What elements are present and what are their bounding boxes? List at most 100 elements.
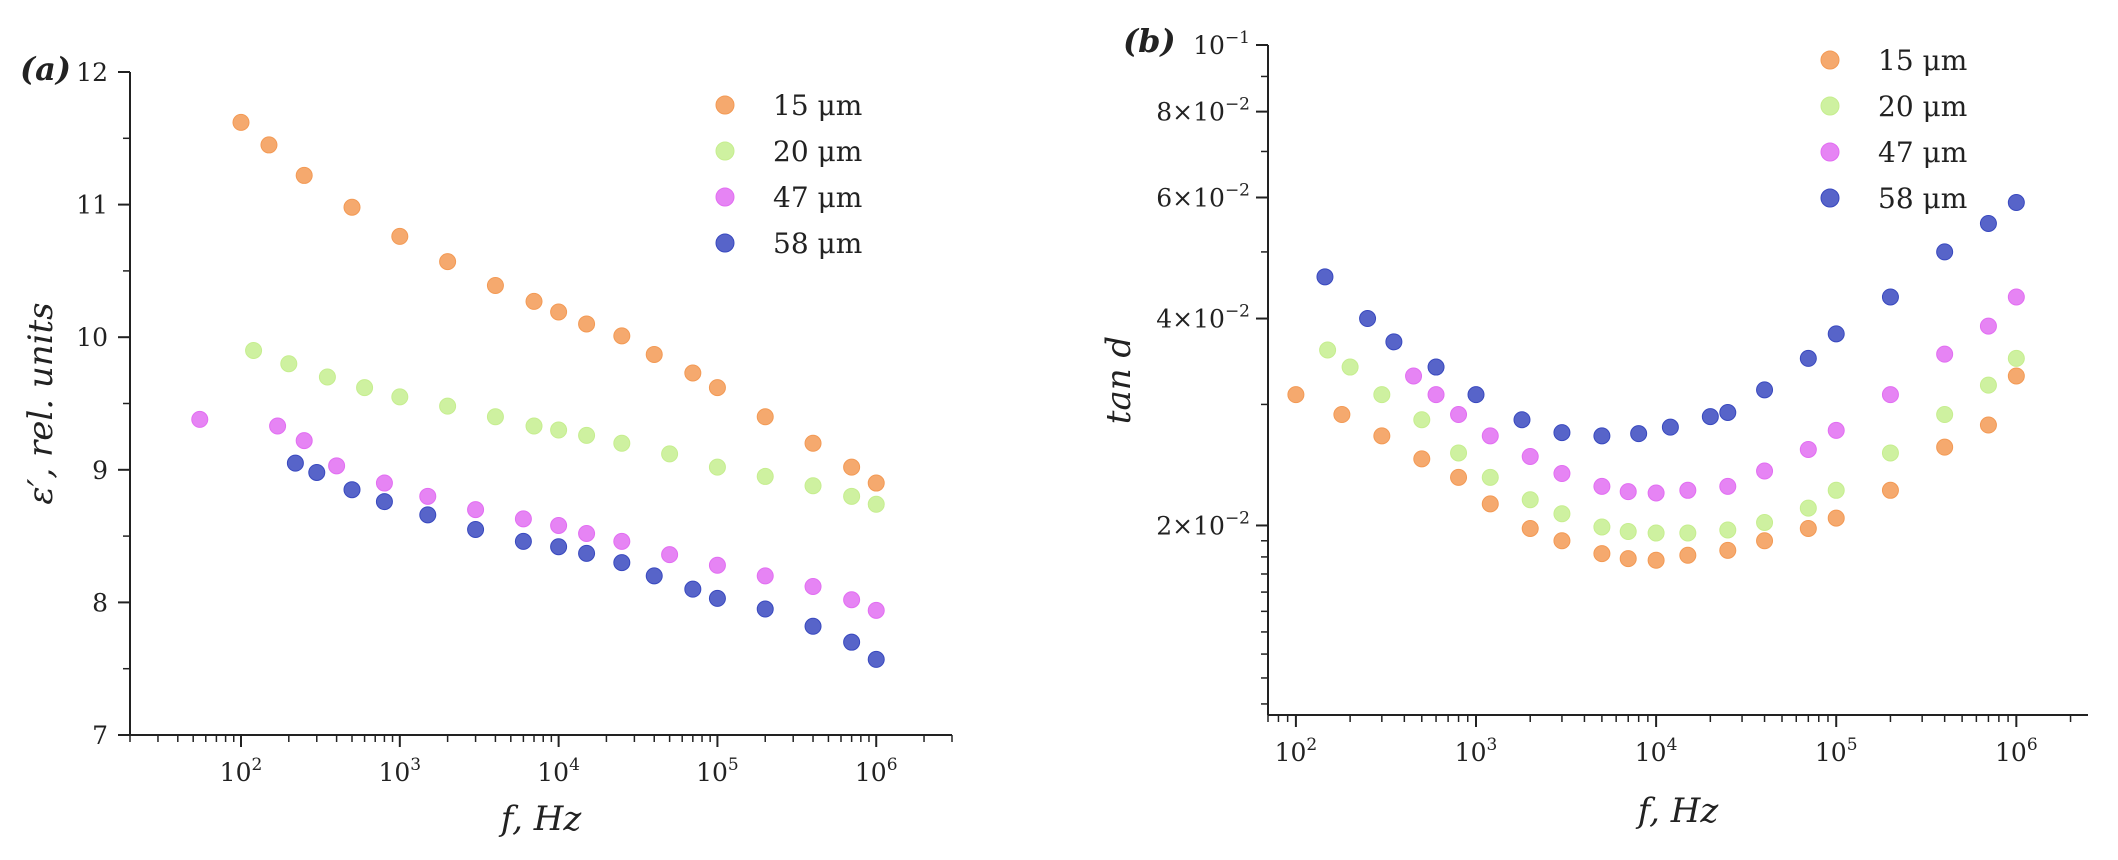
data-point	[756, 567, 774, 585]
data-point	[1679, 524, 1697, 542]
data-point	[804, 477, 822, 495]
data-point	[1827, 481, 1845, 499]
data-point	[343, 481, 361, 499]
data-point	[486, 408, 504, 426]
x-tick-label: 106	[855, 755, 898, 787]
data-point	[708, 589, 726, 607]
legend-marker	[1820, 142, 1840, 162]
data-point	[1427, 358, 1445, 376]
data-point	[1936, 438, 1954, 456]
legend-entry: 20 μm	[773, 135, 862, 168]
data-point	[1405, 367, 1423, 385]
data-point	[1427, 386, 1445, 404]
data-point	[1881, 386, 1899, 404]
data-point	[1979, 214, 1997, 232]
data-point	[1385, 333, 1403, 351]
data-point	[578, 524, 596, 542]
data-point	[708, 379, 726, 397]
data-point	[843, 458, 861, 476]
y-axis-label: ε′, rel. units	[21, 302, 61, 504]
data-point	[756, 467, 774, 485]
y-tick-label: 4×10−2	[1156, 302, 1250, 334]
data-point	[550, 303, 568, 321]
data-point	[1756, 513, 1774, 531]
data-point	[318, 368, 336, 386]
data-point	[1359, 310, 1377, 328]
y-tick-label: 10	[76, 323, 108, 352]
data-point	[1881, 444, 1899, 462]
legend-entry: 47 μm	[1878, 136, 1967, 169]
data-point	[1341, 358, 1359, 376]
data-point	[1593, 477, 1611, 495]
x-tick-label: 103	[378, 755, 421, 787]
data-point	[391, 227, 409, 245]
data-point	[867, 650, 885, 668]
data-point	[328, 457, 346, 475]
y-tick-label: 12	[76, 58, 108, 87]
data-point	[804, 617, 822, 635]
data-point	[613, 532, 631, 550]
data-point	[1619, 522, 1637, 540]
data-point	[1593, 518, 1611, 536]
data-point	[1827, 325, 1845, 343]
data-point	[1521, 447, 1539, 465]
legend-marker	[715, 95, 735, 115]
data-point	[1827, 509, 1845, 527]
x-axis-label: f, Hz	[498, 799, 583, 839]
data-point	[2007, 288, 2025, 306]
data-point	[1553, 532, 1571, 550]
data-point	[375, 474, 393, 492]
data-point	[1799, 349, 1817, 367]
data-point	[578, 544, 596, 562]
data-point	[1661, 418, 1679, 436]
data-point	[1319, 341, 1337, 359]
data-point	[1619, 483, 1637, 501]
data-point	[295, 166, 313, 184]
data-point	[1481, 427, 1499, 445]
data-point	[343, 198, 361, 216]
data-point	[1679, 546, 1697, 564]
legend-marker	[715, 141, 735, 161]
data-point	[1553, 424, 1571, 442]
data-point	[525, 292, 543, 310]
data-point	[1881, 481, 1899, 499]
data-point	[1373, 427, 1391, 445]
x-tick-label: 106	[1995, 735, 2038, 767]
series-4	[1316, 194, 2025, 445]
data-point	[613, 554, 631, 572]
data-point	[375, 493, 393, 511]
series-2	[245, 341, 885, 513]
legend-marker	[715, 233, 735, 253]
data-point	[550, 516, 568, 534]
data-point	[1647, 524, 1665, 542]
legend-entry: 47 μm	[773, 181, 862, 214]
data-point	[260, 136, 278, 154]
data-point	[578, 426, 596, 444]
data-point	[843, 633, 861, 651]
data-point	[1481, 495, 1499, 513]
data-point	[419, 487, 437, 505]
y-tick-label: 8×10−2	[1156, 95, 1250, 127]
data-point	[578, 315, 596, 333]
data-point	[419, 506, 437, 524]
data-point	[645, 567, 663, 585]
data-point	[1521, 519, 1539, 537]
data-point	[1756, 462, 1774, 480]
y-tick-label: 11	[76, 191, 108, 220]
data-point	[245, 341, 263, 359]
data-point	[514, 532, 532, 550]
data-point	[1481, 468, 1499, 486]
data-point	[708, 458, 726, 476]
panel-a-chart: 102 103 104 105 106 7 8 9 10 11 12 f, Hz ε′, rel. un…	[20, 50, 953, 839]
data-point	[467, 520, 485, 538]
data-point	[295, 432, 313, 450]
data-point	[1593, 427, 1611, 445]
data-point	[525, 417, 543, 435]
legend-entry: 58 μm	[773, 227, 862, 260]
x-tick-label: 103	[1455, 735, 1498, 767]
data-point	[843, 487, 861, 505]
series-3	[1405, 288, 2025, 502]
data-point	[439, 397, 457, 415]
data-point	[804, 577, 822, 595]
x-tick-label: 102	[1275, 735, 1318, 767]
